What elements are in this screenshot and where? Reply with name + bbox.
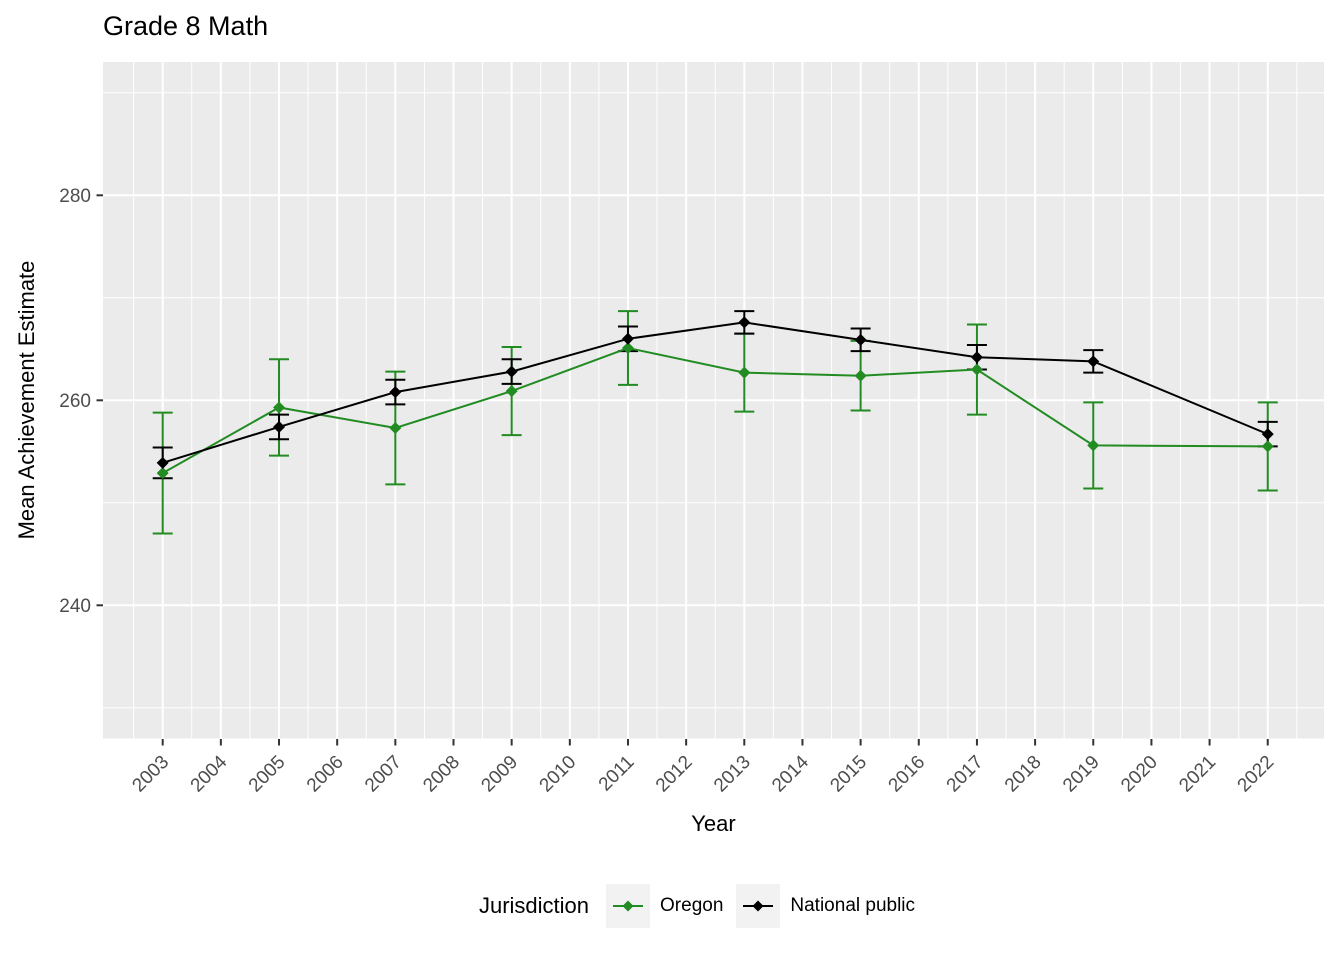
series-line-oregon — [162, 346, 1268, 474]
x-tick-label: 2005 — [245, 752, 290, 797]
data-point-national-public-2017 — [970, 351, 983, 364]
data-point-oregon-2009 — [505, 385, 518, 398]
y-axis-title: Mean Achievement Estimate — [14, 260, 39, 540]
x-tick-label: 2021 — [1175, 752, 1220, 797]
x-tick-label: 2012 — [652, 752, 697, 797]
x-tick-label: 2015 — [826, 752, 871, 797]
data-point-oregon-2019 — [1087, 439, 1100, 452]
x-tick-label: 2004 — [187, 751, 232, 796]
data-point-national-public-2013 — [738, 316, 751, 329]
series-line-national-public — [162, 321, 1269, 464]
y-tick-label: 240 — [59, 596, 91, 617]
legend-key-oregon — [606, 884, 651, 928]
x-tick-label: 2016 — [885, 752, 930, 797]
x-tick-label: 2006 — [303, 752, 348, 797]
legend: Jurisdiction Oregon National public — [0, 884, 1344, 928]
legend-item-national-public: National public — [736, 884, 915, 928]
data-point-national-public-2022 — [1261, 428, 1274, 441]
data-point-oregon-2017 — [970, 363, 983, 376]
x-axis-title: Year — [691, 811, 736, 836]
data-point-oregon-2011 — [621, 342, 634, 355]
x-tick-label: 2007 — [361, 752, 406, 797]
data-point-oregon-2022 — [1261, 440, 1274, 453]
legend-marker-oregon-icon — [622, 900, 634, 912]
y-tick-label: 280 — [59, 186, 91, 207]
data-point-national-public-2009 — [505, 365, 518, 378]
data-point-national-public-2003 — [156, 456, 169, 469]
x-tick-label: 2017 — [943, 752, 988, 797]
data-point-national-public-2005 — [273, 420, 286, 433]
data-point-oregon-2007 — [389, 421, 402, 434]
x-tick-label: 2003 — [128, 752, 173, 797]
data-point-oregon-2013 — [738, 366, 751, 379]
data-point-national-public-2019 — [1087, 355, 1100, 368]
x-tick-label: 2013 — [710, 752, 755, 797]
x-tick-label: 2011 — [595, 752, 639, 796]
legend-marker-national-public-icon — [752, 900, 764, 912]
legend-title: Jurisdiction — [478, 893, 590, 918]
x-tick-label: 2014 — [768, 751, 813, 796]
data-point-oregon-2003 — [156, 467, 169, 480]
y-tick-label: 260 — [59, 391, 91, 412]
legend-label-national-public: National public — [790, 895, 916, 916]
legend-item-oregon: Oregon — [606, 884, 723, 928]
chart-title: Grade 8 Math — [103, 11, 269, 41]
x-tick-label: 2020 — [1117, 752, 1162, 797]
x-tick-label: 2022 — [1234, 752, 1279, 797]
legend-label-oregon: Oregon — [660, 895, 724, 916]
data-point-oregon-2015 — [854, 369, 867, 382]
legend-key-national-public — [736, 884, 781, 928]
x-tick-label: 2018 — [1001, 752, 1046, 797]
x-tick-label: 2008 — [419, 752, 464, 797]
x-tick-label: 2019 — [1059, 752, 1104, 797]
x-tick-label: 2009 — [477, 752, 522, 797]
data-point-national-public-2011 — [621, 332, 634, 345]
data-point-national-public-2007 — [389, 386, 402, 399]
x-tick-label: 2010 — [536, 752, 581, 797]
data-point-national-public-2015 — [854, 333, 867, 346]
data-point-oregon-2005 — [273, 401, 286, 414]
